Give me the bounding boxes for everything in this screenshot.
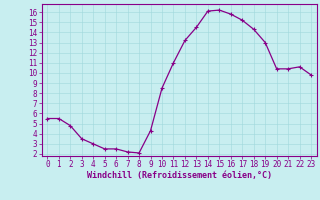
X-axis label: Windchill (Refroidissement éolien,°C): Windchill (Refroidissement éolien,°C) — [87, 171, 272, 180]
